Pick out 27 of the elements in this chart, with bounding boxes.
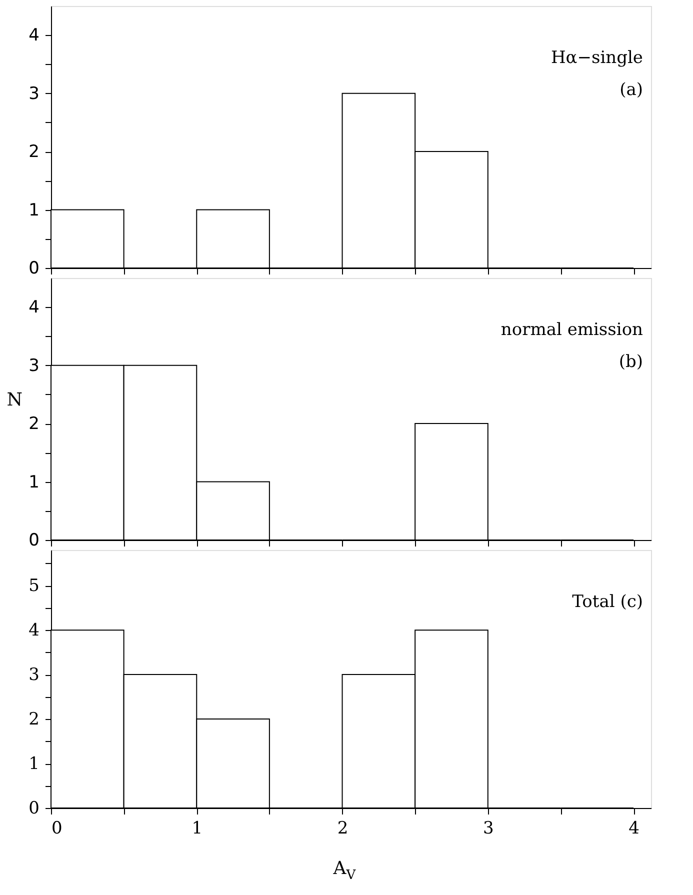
y-tick-label: 4 [28,26,40,46]
y-tick-label: 1 [28,200,40,220]
y-tick-label: 5 [28,576,40,596]
x-tick-label: 1 [192,818,203,838]
annotation: (a) [620,80,643,100]
annotation: normal emission [500,320,644,340]
y-tick-label: 3 [28,356,40,376]
x-tick-label: 3 [482,818,494,838]
y-tick-label: 4 [28,298,40,318]
y-tick-label: 3 [28,665,40,686]
y-tick-label: 1 [28,754,40,774]
y-tick-label: 2 [28,142,40,162]
x-tick-label: 2 [337,818,348,838]
y-tick-label: 1 [28,472,40,492]
y-tick-label: 4 [28,620,40,641]
y-tick-label: 2 [28,710,40,730]
y-tick-label: 0 [28,530,40,550]
x-tick-label: 0 [52,818,62,838]
y-axis-title: N [6,390,23,410]
y-tick-label: 2 [28,414,40,434]
annotation: (b) [618,352,643,372]
annotation: Hα−single [550,48,643,68]
y-tick-label: 3 [28,84,40,104]
y-tick-label: 0 [28,258,40,278]
y-tick-label: 0 [28,798,40,818]
annotation: Total (c) [572,592,643,612]
x-tick-label: 4 [628,818,640,838]
